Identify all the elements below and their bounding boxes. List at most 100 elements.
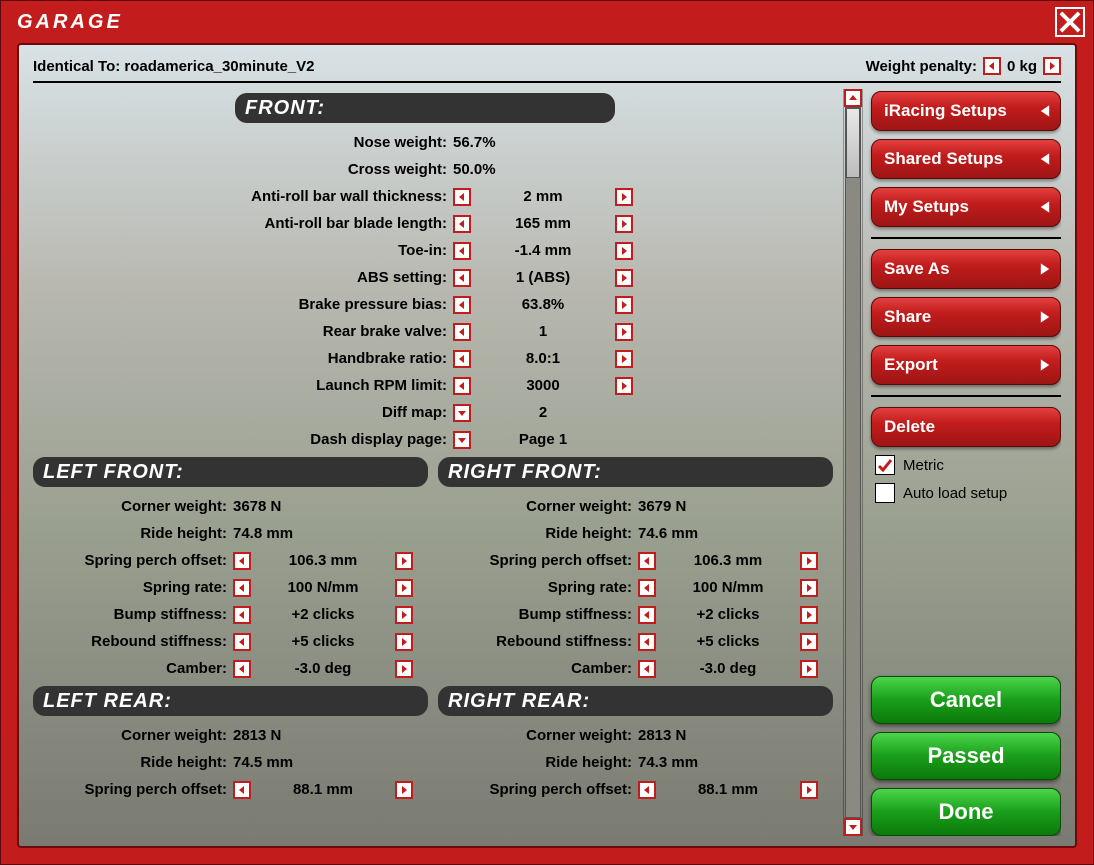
passed-button[interactable]: Passed <box>871 732 1061 780</box>
decrement-button[interactable] <box>233 660 251 678</box>
setup-row-value: 100 N/mm <box>693 579 764 596</box>
increment-button[interactable] <box>395 781 413 799</box>
setup-row-label: Bump stiffness: <box>438 606 638 623</box>
my-setups-button[interactable]: My Setups <box>871 187 1061 227</box>
setup-row-label: ABS setting: <box>33 269 453 286</box>
decrement-button[interactable] <box>638 781 656 799</box>
front-rows: Nose weight:56.7%Cross weight:50.0%Anti-… <box>33 129 833 453</box>
delete-button[interactable]: Delete <box>871 407 1061 447</box>
increment-button[interactable] <box>615 350 633 368</box>
lr-section-title: LEFT REAR: <box>43 690 172 713</box>
increment-button[interactable] <box>800 552 818 570</box>
scroll-up-button[interactable] <box>844 89 862 107</box>
setup-row-value: 88.1 mm <box>698 781 758 798</box>
decrement-button[interactable] <box>453 296 471 314</box>
identical-to-label: Identical To: roadamerica_30minute_V2 <box>33 58 315 75</box>
increment-button[interactable] <box>800 606 818 624</box>
setup-row: Spring perch offset:106.3 mm <box>438 547 833 574</box>
increment-button[interactable] <box>395 552 413 570</box>
dropdown-button[interactable] <box>453 431 471 449</box>
weight-penalty-inc-button[interactable] <box>1043 57 1061 75</box>
increment-button[interactable] <box>615 215 633 233</box>
increment-button[interactable] <box>395 606 413 624</box>
window-title: GARAGE <box>17 11 123 34</box>
decrement-button[interactable] <box>453 377 471 395</box>
close-button[interactable] <box>1055 7 1085 37</box>
lf-section-header: LEFT FRONT: <box>33 457 428 487</box>
setup-row: Spring perch offset:88.1 mm <box>33 776 428 803</box>
metric-checkbox[interactable] <box>875 455 895 475</box>
setup-row-value: 2813 N <box>233 727 281 744</box>
setup-row-value: -1.4 mm <box>515 242 572 259</box>
increment-button[interactable] <box>395 579 413 597</box>
scrollbar-thumb[interactable] <box>846 108 860 178</box>
done-button[interactable]: Done <box>871 788 1061 836</box>
check-icon <box>877 457 893 473</box>
decrement-button[interactable] <box>638 606 656 624</box>
setup-row-value-group: 3678 N <box>233 498 413 515</box>
decrement-button[interactable] <box>233 552 251 570</box>
decrement-button[interactable] <box>233 579 251 597</box>
increment-button[interactable] <box>800 579 818 597</box>
front-section-header: FRONT: <box>235 93 615 123</box>
dropdown-button[interactable] <box>453 404 471 422</box>
decrement-button[interactable] <box>638 633 656 651</box>
increment-button[interactable] <box>800 633 818 651</box>
decrement-button[interactable] <box>638 552 656 570</box>
setup-row-value-group: 74.6 mm <box>638 525 818 542</box>
increment-button[interactable] <box>395 633 413 651</box>
increment-button[interactable] <box>800 781 818 799</box>
setup-row-value-group: 106.3 mm <box>233 552 413 570</box>
decrement-button[interactable] <box>233 781 251 799</box>
decrement-button[interactable] <box>453 350 471 368</box>
setup-row: Ride height:74.8 mm <box>33 520 428 547</box>
setup-row-value: 3678 N <box>233 498 281 515</box>
increment-button[interactable] <box>615 377 633 395</box>
setup-row-value: 1 (ABS) <box>516 269 570 286</box>
decrement-button[interactable] <box>233 633 251 651</box>
iracing-setups-button[interactable]: iRacing Setups <box>871 91 1061 131</box>
increment-button[interactable] <box>615 188 633 206</box>
shared-setups-button[interactable]: Shared Setups <box>871 139 1061 179</box>
setup-row-value-group: 63.8% <box>453 296 633 314</box>
decrement-button[interactable] <box>233 606 251 624</box>
setup-row-label: Rebound stiffness: <box>33 633 233 650</box>
increment-button[interactable] <box>615 242 633 260</box>
setup-row-value: 3000 <box>526 377 559 394</box>
rr-rows: Corner weight:2813 NRide height:74.3 mmS… <box>438 722 833 803</box>
setup-row: Camber:-3.0 deg <box>438 655 833 682</box>
setup-row-label: Bump stiffness: <box>33 606 233 623</box>
decrement-button[interactable] <box>638 579 656 597</box>
setup-row: Spring perch offset:106.3 mm <box>33 547 428 574</box>
setup-row-value: 3679 N <box>638 498 686 515</box>
rf-rows: Corner weight:3679 NRide height:74.6 mmS… <box>438 493 833 682</box>
decrement-button[interactable] <box>453 188 471 206</box>
share-button[interactable]: Share <box>871 297 1061 337</box>
increment-button[interactable] <box>615 323 633 341</box>
decrement-button[interactable] <box>638 660 656 678</box>
rf-section-title: RIGHT FRONT: <box>448 461 602 484</box>
increment-button[interactable] <box>615 296 633 314</box>
scrollbar[interactable] <box>843 89 863 836</box>
setup-row-label: Handbrake ratio: <box>33 350 453 367</box>
triangle-left-icon <box>1038 152 1052 166</box>
increment-button[interactable] <box>800 660 818 678</box>
decrement-button[interactable] <box>453 242 471 260</box>
decrement-button[interactable] <box>453 269 471 287</box>
scroll-down-button[interactable] <box>844 818 862 836</box>
setup-row-value-group: 56.7% <box>453 134 633 151</box>
auto-load-checkbox[interactable] <box>875 483 895 503</box>
sidebar: iRacing Setups Shared Setups My Setups S… <box>871 89 1061 836</box>
increment-button[interactable] <box>615 269 633 287</box>
decrement-button[interactable] <box>453 215 471 233</box>
decrement-button[interactable] <box>453 323 471 341</box>
cancel-button[interactable]: Cancel <box>871 676 1061 724</box>
triangle-left-icon <box>1038 200 1052 214</box>
setup-row: Dash display page:Page 1 <box>33 426 833 453</box>
save-as-button[interactable]: Save As <box>871 249 1061 289</box>
setup-row-value-group: 8.0:1 <box>453 350 633 368</box>
weight-penalty-dec-button[interactable] <box>983 57 1001 75</box>
increment-button[interactable] <box>395 660 413 678</box>
scrollbar-track[interactable] <box>845 107 861 818</box>
export-button[interactable]: Export <box>871 345 1061 385</box>
